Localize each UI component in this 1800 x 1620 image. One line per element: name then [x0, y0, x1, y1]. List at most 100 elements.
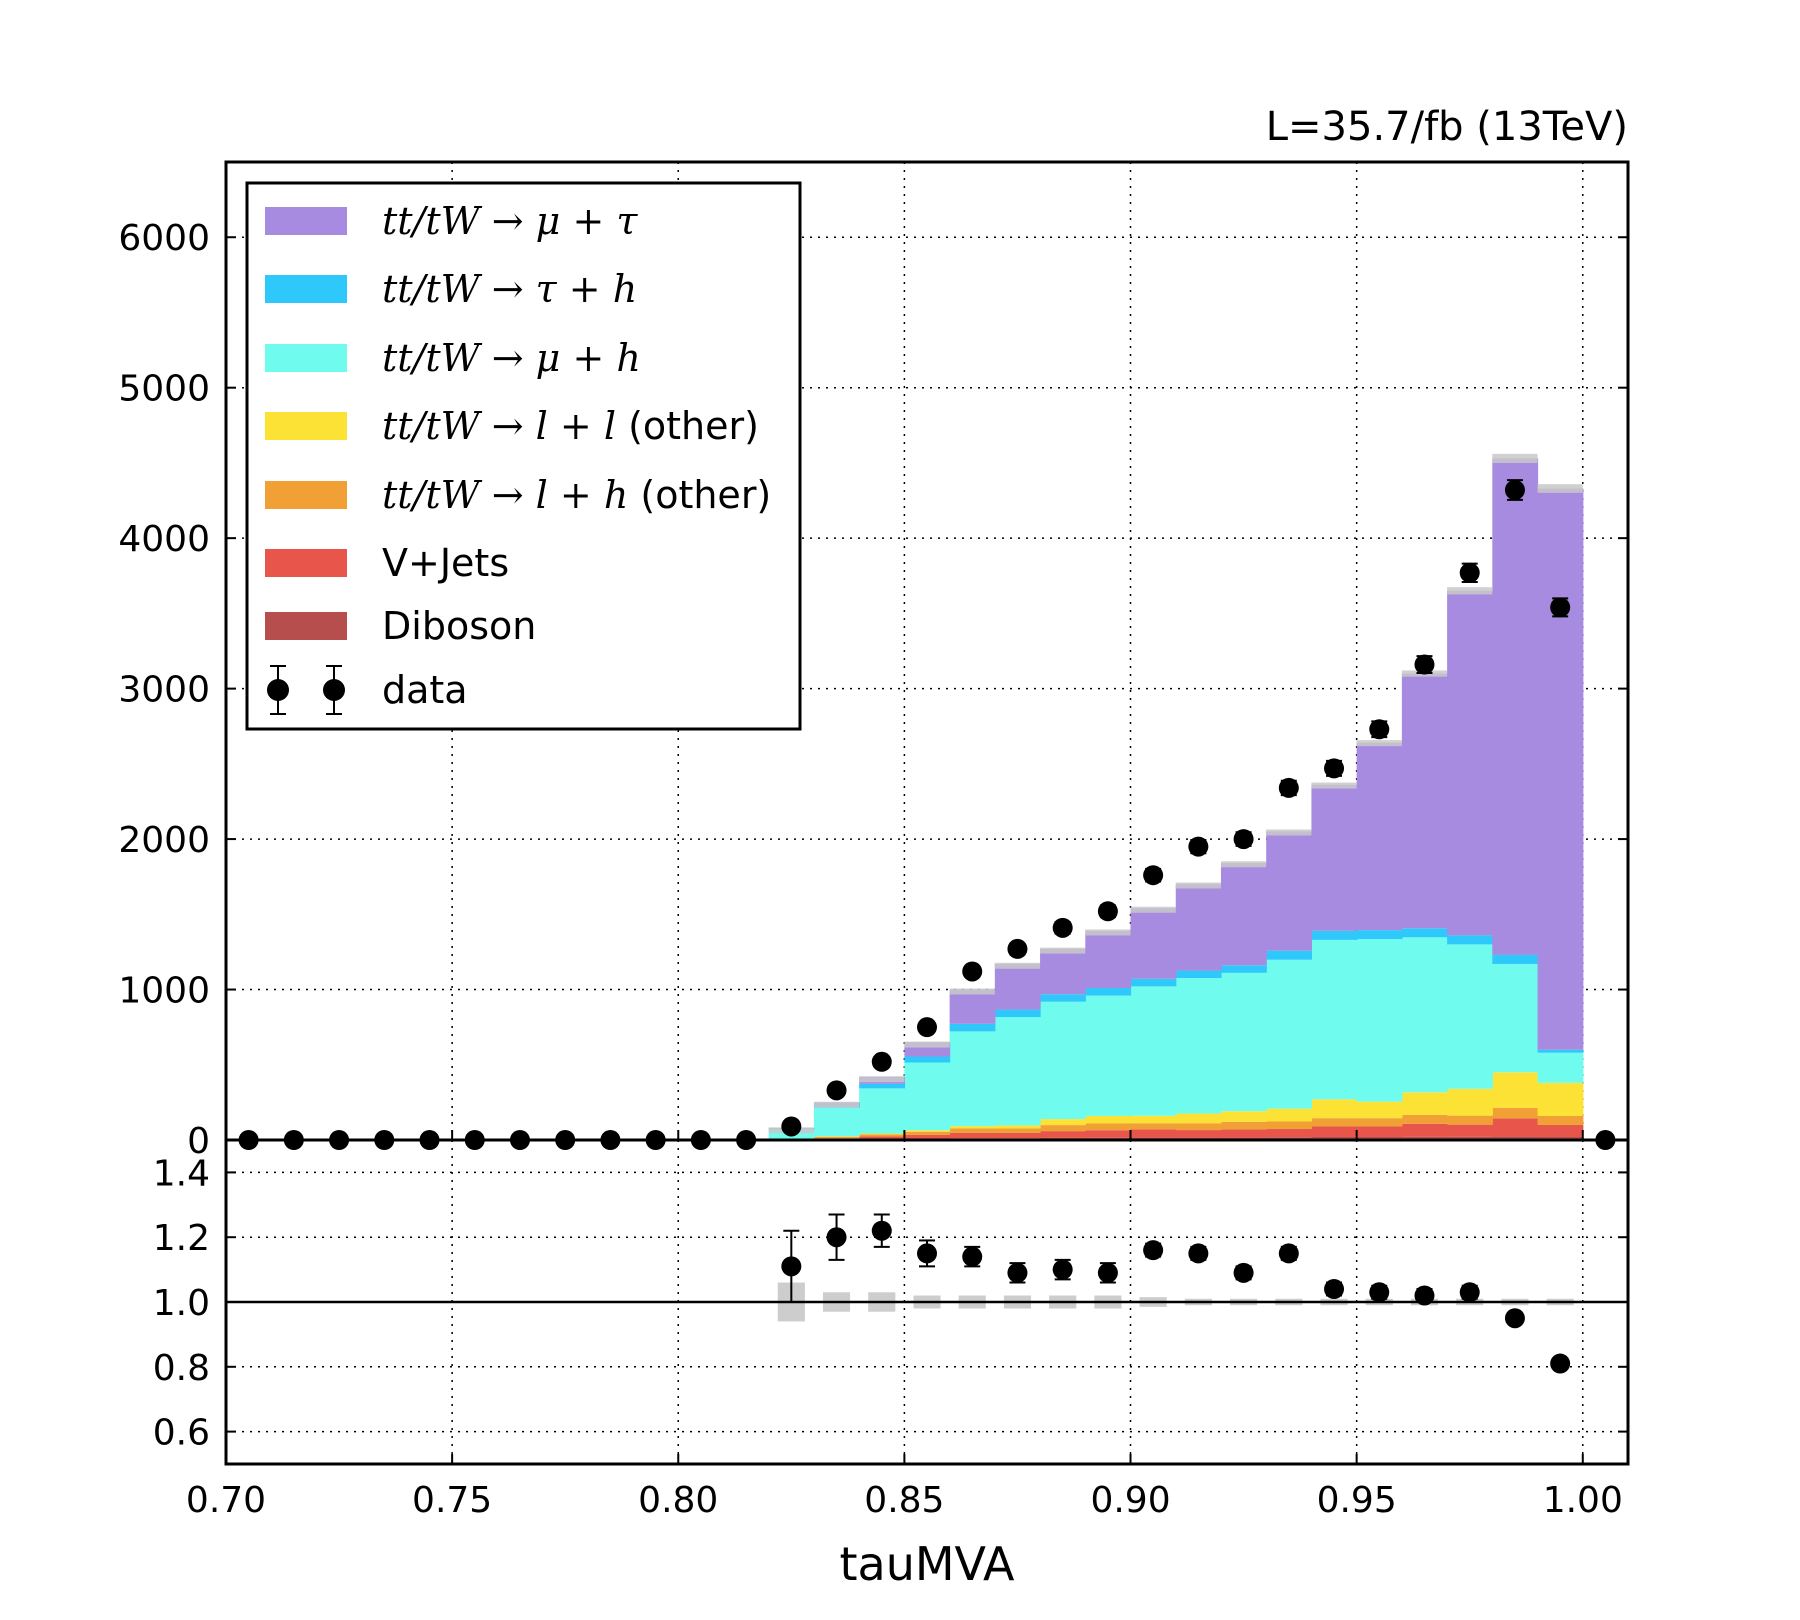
legend-swatch — [265, 344, 347, 372]
bar-segment — [1085, 988, 1132, 996]
ratio-point — [1414, 1285, 1435, 1306]
bar-segment — [1311, 1136, 1358, 1140]
legend-math: tt/tW → μ + τ — [382, 199, 638, 243]
y-tick-label: 4000 — [118, 519, 210, 560]
bar-segment — [904, 1130, 951, 1132]
data-point — [1097, 901, 1118, 922]
data-point — [1324, 758, 1345, 779]
ratio-point — [1504, 1308, 1525, 1329]
x-tick-label: 0.75 — [412, 1480, 492, 1521]
bar-segment — [859, 1136, 905, 1139]
bar-segment — [949, 1023, 996, 1032]
y-tick-label: 2000 — [118, 820, 210, 861]
bar-segment — [1175, 1113, 1222, 1124]
ratio-point — [1278, 1243, 1299, 1264]
bar-segment — [1401, 1123, 1448, 1137]
bar-segment — [1537, 1049, 1584, 1053]
ratio-point — [826, 1227, 847, 1248]
bar-segment — [1492, 963, 1539, 1073]
bar-segment — [1401, 937, 1448, 1093]
bar-segment — [1492, 458, 1539, 955]
bar-segment — [1356, 930, 1403, 940]
legend-swatch — [265, 207, 347, 235]
mc-uncertainty — [1085, 929, 1131, 936]
bar-segment — [1266, 950, 1313, 960]
ratio-tick-label: 0.6 — [153, 1413, 210, 1454]
bar-segment — [1085, 1115, 1132, 1124]
bar-segment — [859, 1133, 905, 1135]
ratio-points — [226, 1213, 1628, 1374]
bar-segment — [1130, 908, 1177, 979]
bar-segment — [1447, 1088, 1493, 1116]
bar-segment — [1220, 863, 1267, 966]
bar-segment — [1356, 1101, 1403, 1119]
y-tick-label: 5000 — [118, 369, 210, 410]
bar-segment — [1356, 939, 1403, 1102]
mc-uncertainty — [1175, 882, 1221, 889]
mc-uncertainty — [1266, 829, 1312, 836]
data-point — [962, 961, 983, 982]
bar-segment — [1085, 1130, 1132, 1138]
bar-segment — [1537, 488, 1584, 1050]
legend-label: V+Jets — [382, 541, 509, 585]
bar-segment — [1492, 1118, 1539, 1137]
ratio-point — [962, 1246, 983, 1267]
bar-segment — [1085, 930, 1132, 989]
bar-segment — [904, 1131, 951, 1135]
bar-segment — [1085, 995, 1132, 1116]
bar-segment — [904, 1056, 951, 1063]
ratio-point — [1188, 1243, 1209, 1264]
legend-marker — [323, 679, 345, 701]
legend-text: (other) — [616, 404, 759, 448]
legend-swatch — [265, 412, 347, 440]
bar-segment — [1447, 1115, 1493, 1125]
mc-uncertainty — [813, 1101, 860, 1108]
bar-segment — [1492, 1107, 1539, 1119]
axes — [224, 160, 1630, 1466]
data-point — [1550, 597, 1571, 618]
bar-segment — [1130, 978, 1177, 987]
mc-uncertainty — [859, 1076, 905, 1083]
x-axis-label: tauMVA — [839, 1537, 1015, 1591]
bar-segment — [1447, 590, 1493, 936]
bar-segment — [1266, 959, 1313, 1109]
legend-text: (other) — [628, 473, 771, 517]
bar-segment — [949, 1031, 996, 1127]
bar-segment — [1266, 1121, 1313, 1130]
ratio-point — [1007, 1262, 1028, 1283]
bar-segment — [994, 1009, 1041, 1018]
mc-uncertainty — [1040, 947, 1086, 954]
ratio-point — [1233, 1262, 1254, 1283]
ratio-point — [1369, 1282, 1390, 1303]
bar-segment — [949, 1126, 996, 1129]
bar-segment — [859, 1134, 905, 1137]
data-point — [871, 1051, 892, 1072]
bar-segment — [1401, 1092, 1448, 1115]
data-point — [1233, 829, 1254, 850]
ratio-point — [1324, 1279, 1345, 1300]
bar-segment — [994, 1017, 1041, 1126]
x-tick-label: 0.85 — [864, 1480, 944, 1521]
legend-swatch — [265, 549, 347, 577]
ratio-point — [1052, 1259, 1073, 1280]
bar-segment — [1220, 972, 1267, 1112]
bar-segment — [994, 1132, 1041, 1139]
bar-segment — [1130, 1129, 1177, 1138]
x-tick-label: 0.90 — [1090, 1480, 1170, 1521]
bar-segment — [1130, 1123, 1177, 1130]
bar-segment — [1175, 1123, 1222, 1131]
mc-uncertainty — [1220, 861, 1267, 868]
bar-segment — [1040, 948, 1086, 995]
bar-segment — [904, 1062, 951, 1131]
bar-segment — [1492, 1136, 1539, 1140]
legend-label: tt/tW → l + h (other) — [382, 473, 771, 517]
data-point — [781, 1116, 802, 1137]
legend-math: tt/tW → μ + h — [382, 336, 641, 380]
bar-segment — [904, 1134, 951, 1139]
data-point — [1459, 562, 1480, 583]
bar-segment — [1266, 1129, 1313, 1138]
bar-segment — [1401, 673, 1448, 929]
mc-uncertainty — [1492, 453, 1538, 463]
bar-segment — [1130, 986, 1177, 1116]
bar-segment — [994, 963, 1041, 1010]
